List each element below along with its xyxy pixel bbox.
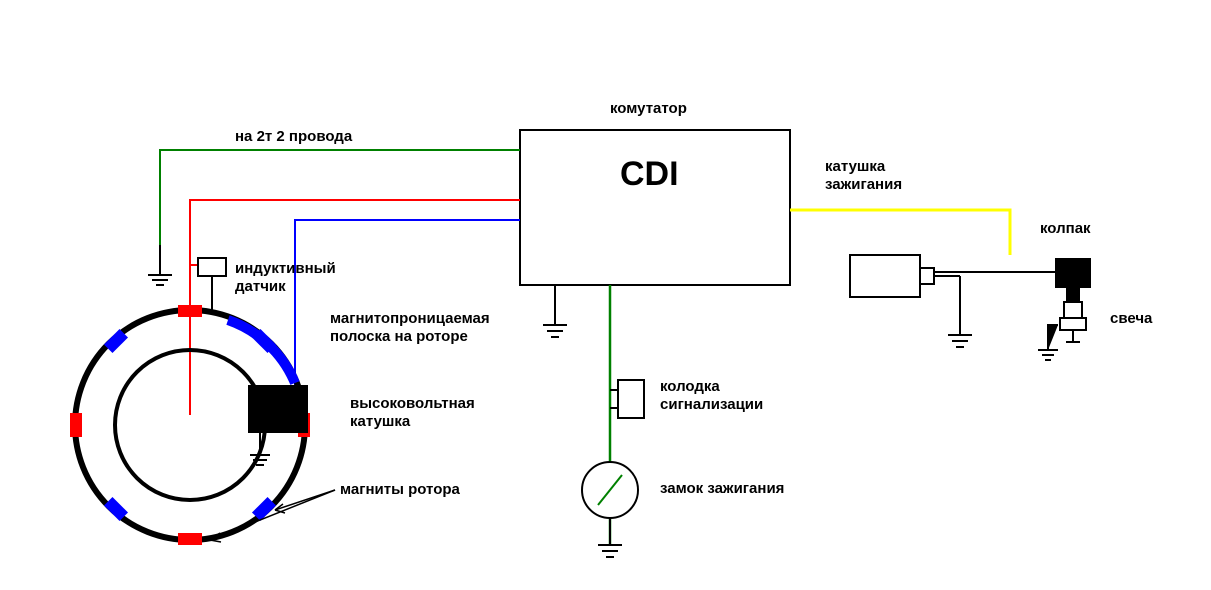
ignition-coil-ground [948, 276, 972, 347]
alarm-block-label-1: колодка [660, 378, 720, 395]
ignition-coil-label-1: катушка [825, 158, 885, 175]
commutator-label: комутатор [610, 100, 687, 117]
red-wire [190, 200, 520, 415]
cdi-box [520, 130, 790, 285]
cap-label: колпак [1040, 220, 1091, 237]
yellow-wire [790, 210, 1010, 255]
ignition-coil-label-2: зажигания [825, 176, 902, 193]
hv-coil [248, 385, 308, 433]
alarm-block [618, 380, 644, 418]
alarm-block-label-2: сигнализации [660, 396, 763, 413]
inductive-sensor-box [198, 258, 226, 276]
rotor-magnets-label: магниты ротора [340, 481, 460, 498]
inductive-sensor-label-2: датчик [235, 278, 286, 295]
blue-wire [295, 220, 520, 395]
hv-coil-ground [250, 433, 270, 465]
cap-box [1055, 258, 1091, 288]
spark-plug-label: свеча [1110, 310, 1152, 327]
magstrip-label-1: магнитопроницаемая [330, 310, 490, 327]
inductive-sensor-label-1: индуктивный [235, 260, 336, 277]
spark-plug [1060, 302, 1086, 342]
ground-left [148, 245, 172, 285]
cdi-label: CDI [620, 155, 679, 194]
ignition-coil-box [850, 255, 920, 297]
magnetic-strip [228, 320, 295, 383]
spark-ground [1038, 325, 1058, 360]
cdi-ground [543, 285, 567, 337]
ignition-ground [598, 518, 622, 557]
magstrip-label-2: полоска на роторе [330, 328, 468, 345]
ignition-lock-label: замок зажигания [660, 480, 784, 497]
green-wire [160, 150, 520, 245]
hvcoil-label-1: высоковольтная [350, 395, 475, 412]
two-wires-label: на 2т 2 провода [235, 128, 352, 145]
hvcoil-label-2: катушка [350, 413, 410, 430]
